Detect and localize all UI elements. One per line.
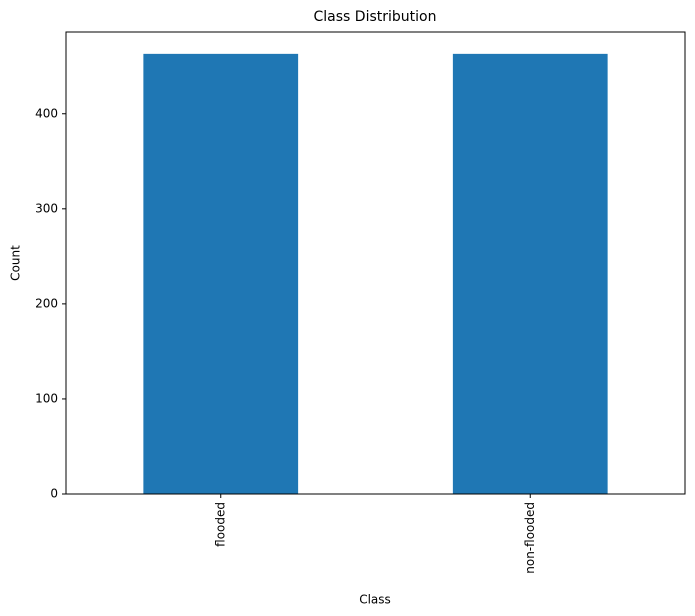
y-tick-label: 0 <box>50 487 58 501</box>
y-tick-label: 300 <box>35 201 58 215</box>
x-tick-label: flooded <box>213 502 227 547</box>
x-axis-label: Class <box>359 593 391 607</box>
x-tick-label: non-flooded <box>523 502 537 574</box>
bar <box>452 53 608 494</box>
bar <box>143 53 299 494</box>
y-tick-label: 100 <box>35 391 58 405</box>
y-axis-label: Count <box>9 245 23 281</box>
plot-frame <box>65 31 686 495</box>
y-tick-label: 200 <box>35 296 58 310</box>
y-tick-label: 400 <box>35 106 58 120</box>
chart-title: Class Distribution <box>314 9 437 25</box>
